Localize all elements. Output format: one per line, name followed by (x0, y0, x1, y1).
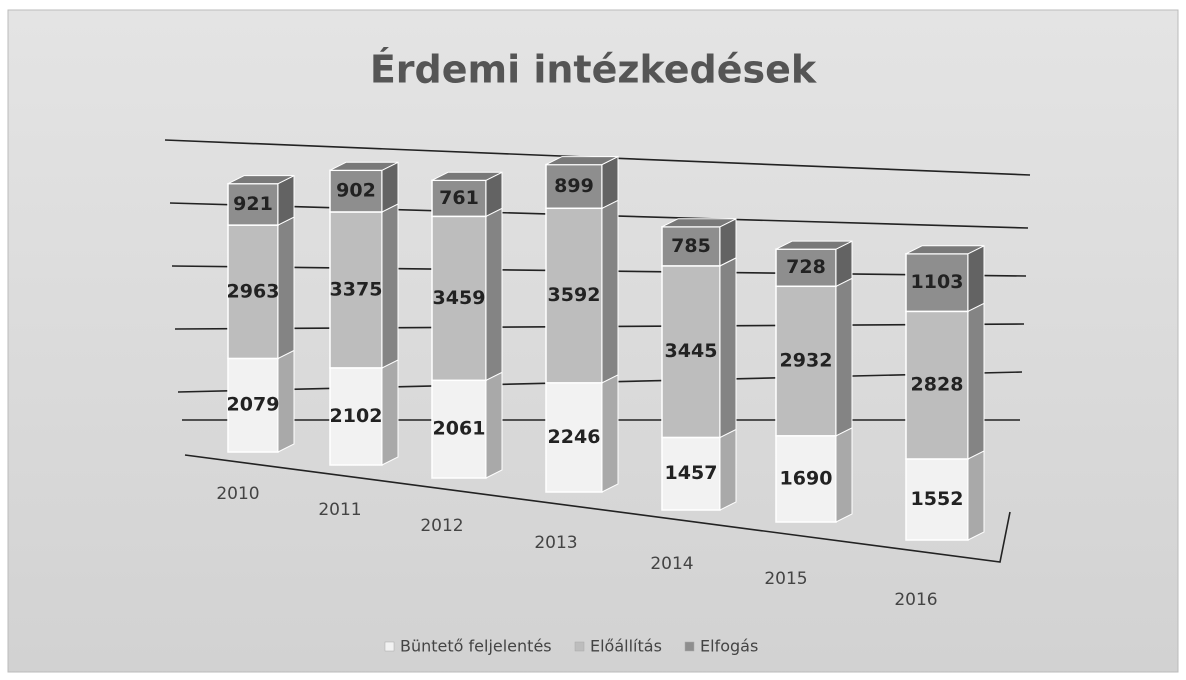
data-label: 3592 (548, 284, 601, 306)
bar-side (277, 216, 295, 360)
data-label: 2102 (330, 405, 383, 427)
data-label: 3459 (433, 287, 486, 309)
bar-side (719, 257, 737, 439)
bar-side (381, 203, 399, 369)
legend-swatch (384, 641, 395, 652)
x-tick-label: 2015 (764, 569, 807, 589)
bar-side (485, 371, 503, 479)
bar-side (719, 428, 737, 511)
bar-top (329, 161, 399, 171)
legend-swatch (684, 641, 695, 652)
bar-side (381, 161, 399, 213)
legend-label: Büntető feljelentés (400, 637, 552, 656)
bar-segment (661, 265, 721, 439)
bar-side (967, 244, 985, 313)
data-label: 3375 (330, 278, 383, 300)
data-label: 761 (439, 187, 479, 209)
bar-segment (431, 379, 487, 479)
data-label: 3445 (665, 340, 718, 362)
data-label: 899 (554, 175, 594, 197)
chart-title: Érdemi intézkedések (370, 48, 817, 92)
bar-side (835, 277, 853, 437)
bar-side (601, 155, 619, 210)
bar-top (905, 245, 985, 255)
bar-side (277, 174, 295, 226)
bar-segment (227, 357, 279, 453)
data-label: 785 (671, 235, 711, 257)
data-label: 2246 (548, 426, 601, 448)
x-tick-label: 2011 (318, 500, 361, 520)
bar-top (227, 175, 295, 185)
data-label: 2061 (433, 418, 486, 440)
bar-segment (227, 182, 279, 226)
legend-label: Előállítás (590, 637, 662, 656)
bar-side (967, 450, 985, 541)
legend-swatch (574, 641, 585, 652)
bar-top (661, 218, 737, 228)
bar-segment (775, 248, 837, 288)
bar-side (485, 207, 503, 382)
legend-label: Elfogás (700, 637, 758, 656)
bar-side (381, 359, 399, 466)
x-tick-label: 2014 (650, 554, 693, 574)
data-label: 1552 (911, 488, 964, 510)
bar-segment (775, 435, 837, 523)
bar-segment (227, 224, 279, 360)
bar-segment (329, 169, 383, 213)
bar-side (601, 199, 619, 384)
x-tick-label: 2016 (894, 590, 937, 610)
x-tick-label: 2010 (216, 484, 259, 504)
data-label: 902 (336, 180, 376, 202)
bar-side (277, 349, 295, 453)
data-label: 2079 (227, 394, 280, 416)
bar-side (601, 374, 619, 493)
data-label: 2963 (227, 280, 280, 302)
bar-segment (905, 310, 969, 460)
x-tick-label: 2013 (534, 533, 577, 553)
bar-segment (431, 179, 487, 218)
bar-side (967, 302, 985, 460)
data-label: 2828 (911, 374, 964, 396)
data-label: 921 (233, 193, 273, 215)
bar-segment (661, 436, 721, 511)
bar-top (775, 240, 853, 250)
bar-segment (905, 253, 969, 313)
data-label: 728 (786, 256, 826, 278)
data-label: 2932 (780, 350, 833, 372)
bar-segment (905, 458, 969, 541)
bar-segment (545, 163, 603, 210)
data-label: 1457 (665, 462, 718, 484)
bar-side (835, 427, 853, 523)
bar-top (545, 156, 619, 166)
bar-top (431, 171, 503, 181)
x-tick-label: 2012 (420, 516, 463, 536)
data-label: 1103 (911, 271, 964, 293)
data-label: 1690 (780, 467, 833, 489)
